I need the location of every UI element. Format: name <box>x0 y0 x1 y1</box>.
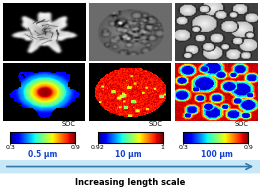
Text: SOC: SOC <box>148 121 162 127</box>
Text: 0.5 μm: 0.5 μm <box>28 149 57 159</box>
Text: SOC: SOC <box>234 121 248 127</box>
FancyBboxPatch shape <box>0 160 260 174</box>
Text: 10 μm: 10 μm <box>115 149 142 159</box>
Text: SOC: SOC <box>61 121 75 127</box>
Text: 100 μm: 100 μm <box>201 149 233 159</box>
Text: Increasing length scale: Increasing length scale <box>75 178 185 187</box>
